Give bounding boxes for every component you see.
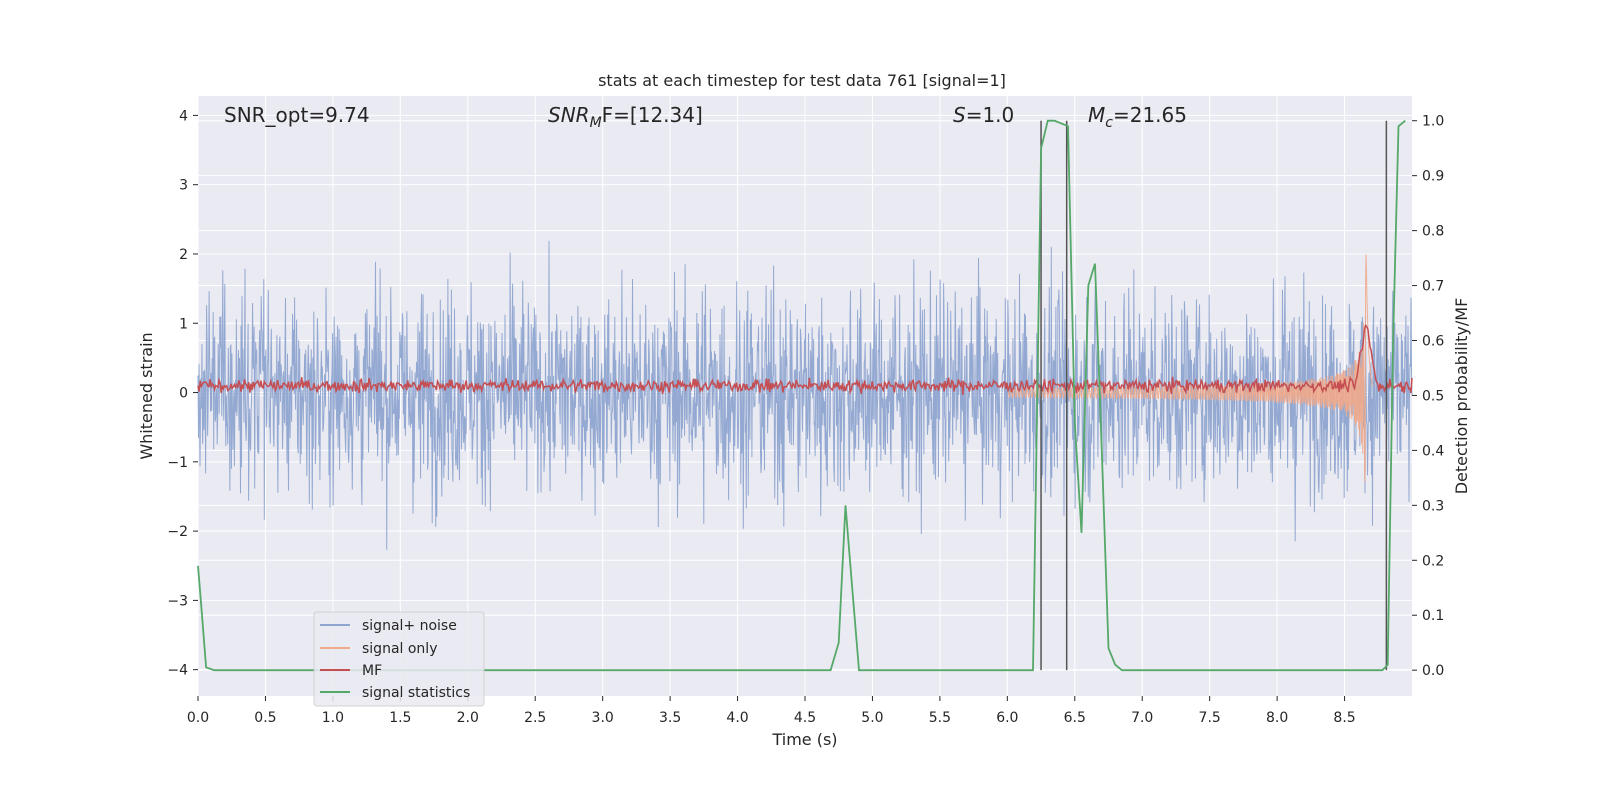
- y2-axis-ticks: 0.0 0.1 0.2 0.3 0.4 0.5 0.6 0.7 0.8 0.9 1.0: [1412, 114, 1444, 679]
- s-annotation: S=1.0: [953, 103, 1014, 127]
- detection-lines: [1040, 120, 1388, 671]
- y2-tick-label: 0.2: [1422, 553, 1444, 569]
- signal-statistics-series: [197, 119, 1406, 672]
- mf-series: [197, 323, 1413, 396]
- x-tick-label: 4.0: [726, 710, 748, 726]
- y-tick-label: −1: [167, 455, 188, 471]
- y-axis-label: Whitened strain: [137, 332, 156, 459]
- x-tick-label: 0.0: [187, 710, 209, 726]
- legend-label-signal-statistics: signal statistics: [362, 685, 470, 701]
- y2-tick-label: 0.4: [1422, 443, 1444, 459]
- x-tick-label: 0.5: [254, 710, 276, 726]
- legend-label-signal-noise: signal+ noise: [362, 618, 457, 634]
- y-tick-label: 3: [179, 178, 188, 194]
- y-tick-label: −2: [167, 524, 188, 540]
- chart-title: stats at each timestep for test data 761…: [598, 71, 1006, 90]
- y-tick-label: 4: [179, 108, 188, 124]
- legend-label-mf: MF: [362, 663, 382, 679]
- y-axis-ticks: −4 −3 −2 −1 0 1 2 3 4: [167, 108, 198, 679]
- signal-statistics-line: [197, 119, 1406, 672]
- signal-noise-series: [197, 240, 1413, 550]
- y2-tick-label: 0.7: [1422, 279, 1444, 295]
- y-tick-label: −3: [167, 593, 188, 609]
- legend-label-signal-only: signal only: [362, 641, 437, 657]
- y2-tick-label: 1.0: [1422, 114, 1444, 130]
- legend: signal+ noise signal only MF signal stat…: [313, 611, 485, 707]
- mc-annotation: Mc=21.65: [1088, 103, 1187, 131]
- x-tick-label: 1.0: [322, 710, 344, 726]
- x-axis-ticks: 0.0 0.5 1.0 1.5 2.0 2.5 3.0 3.5 4.0 4.5 5.0 5.5 6.0 6…: [187, 696, 1356, 726]
- y2-tick-label: 0.8: [1422, 224, 1444, 240]
- x-tick-label: 6.5: [1064, 710, 1086, 726]
- x-tick-label: 7.0: [1131, 710, 1153, 726]
- x-tick-label: 4.5: [794, 710, 816, 726]
- grid: [197, 96, 1412, 696]
- x-tick-label: 8.0: [1266, 710, 1288, 726]
- x-tick-label: 8.5: [1333, 710, 1355, 726]
- y2-tick-label: 0.5: [1422, 388, 1444, 404]
- snr-mf-annotation: SNRMF=[12.34]: [548, 103, 703, 131]
- x-tick-label: 5.5: [929, 710, 951, 726]
- y2-tick-label: 0.6: [1422, 334, 1444, 350]
- signal-noise-line: [197, 240, 1413, 550]
- y2-axis-label: Detection probability/MF: [1452, 298, 1471, 495]
- x-axis-label: Time (s): [771, 730, 837, 749]
- y2-tick-label: 0.0: [1422, 663, 1444, 679]
- y2-tick-label: 0.1: [1422, 608, 1444, 624]
- mf-line: [197, 323, 1413, 396]
- x-tick-label: 2.0: [457, 710, 479, 726]
- x-tick-label: 6.0: [996, 710, 1018, 726]
- x-tick-label: 3.0: [592, 710, 614, 726]
- x-tick-label: 2.5: [524, 710, 546, 726]
- y2-tick-label: 0.9: [1422, 169, 1444, 185]
- x-tick-label: 1.5: [389, 710, 411, 726]
- y2-tick-label: 0.3: [1422, 498, 1444, 514]
- y-tick-label: −4: [167, 663, 188, 679]
- x-tick-label: 7.5: [1199, 710, 1221, 726]
- x-tick-label: 5.0: [861, 710, 883, 726]
- y-tick-label: 0: [179, 386, 188, 402]
- x-tick-label: 3.5: [659, 710, 681, 726]
- snr-opt-annotation: SNR_opt=9.74: [224, 103, 370, 127]
- y-tick-label: 2: [179, 247, 188, 263]
- y-tick-label: 1: [179, 316, 188, 332]
